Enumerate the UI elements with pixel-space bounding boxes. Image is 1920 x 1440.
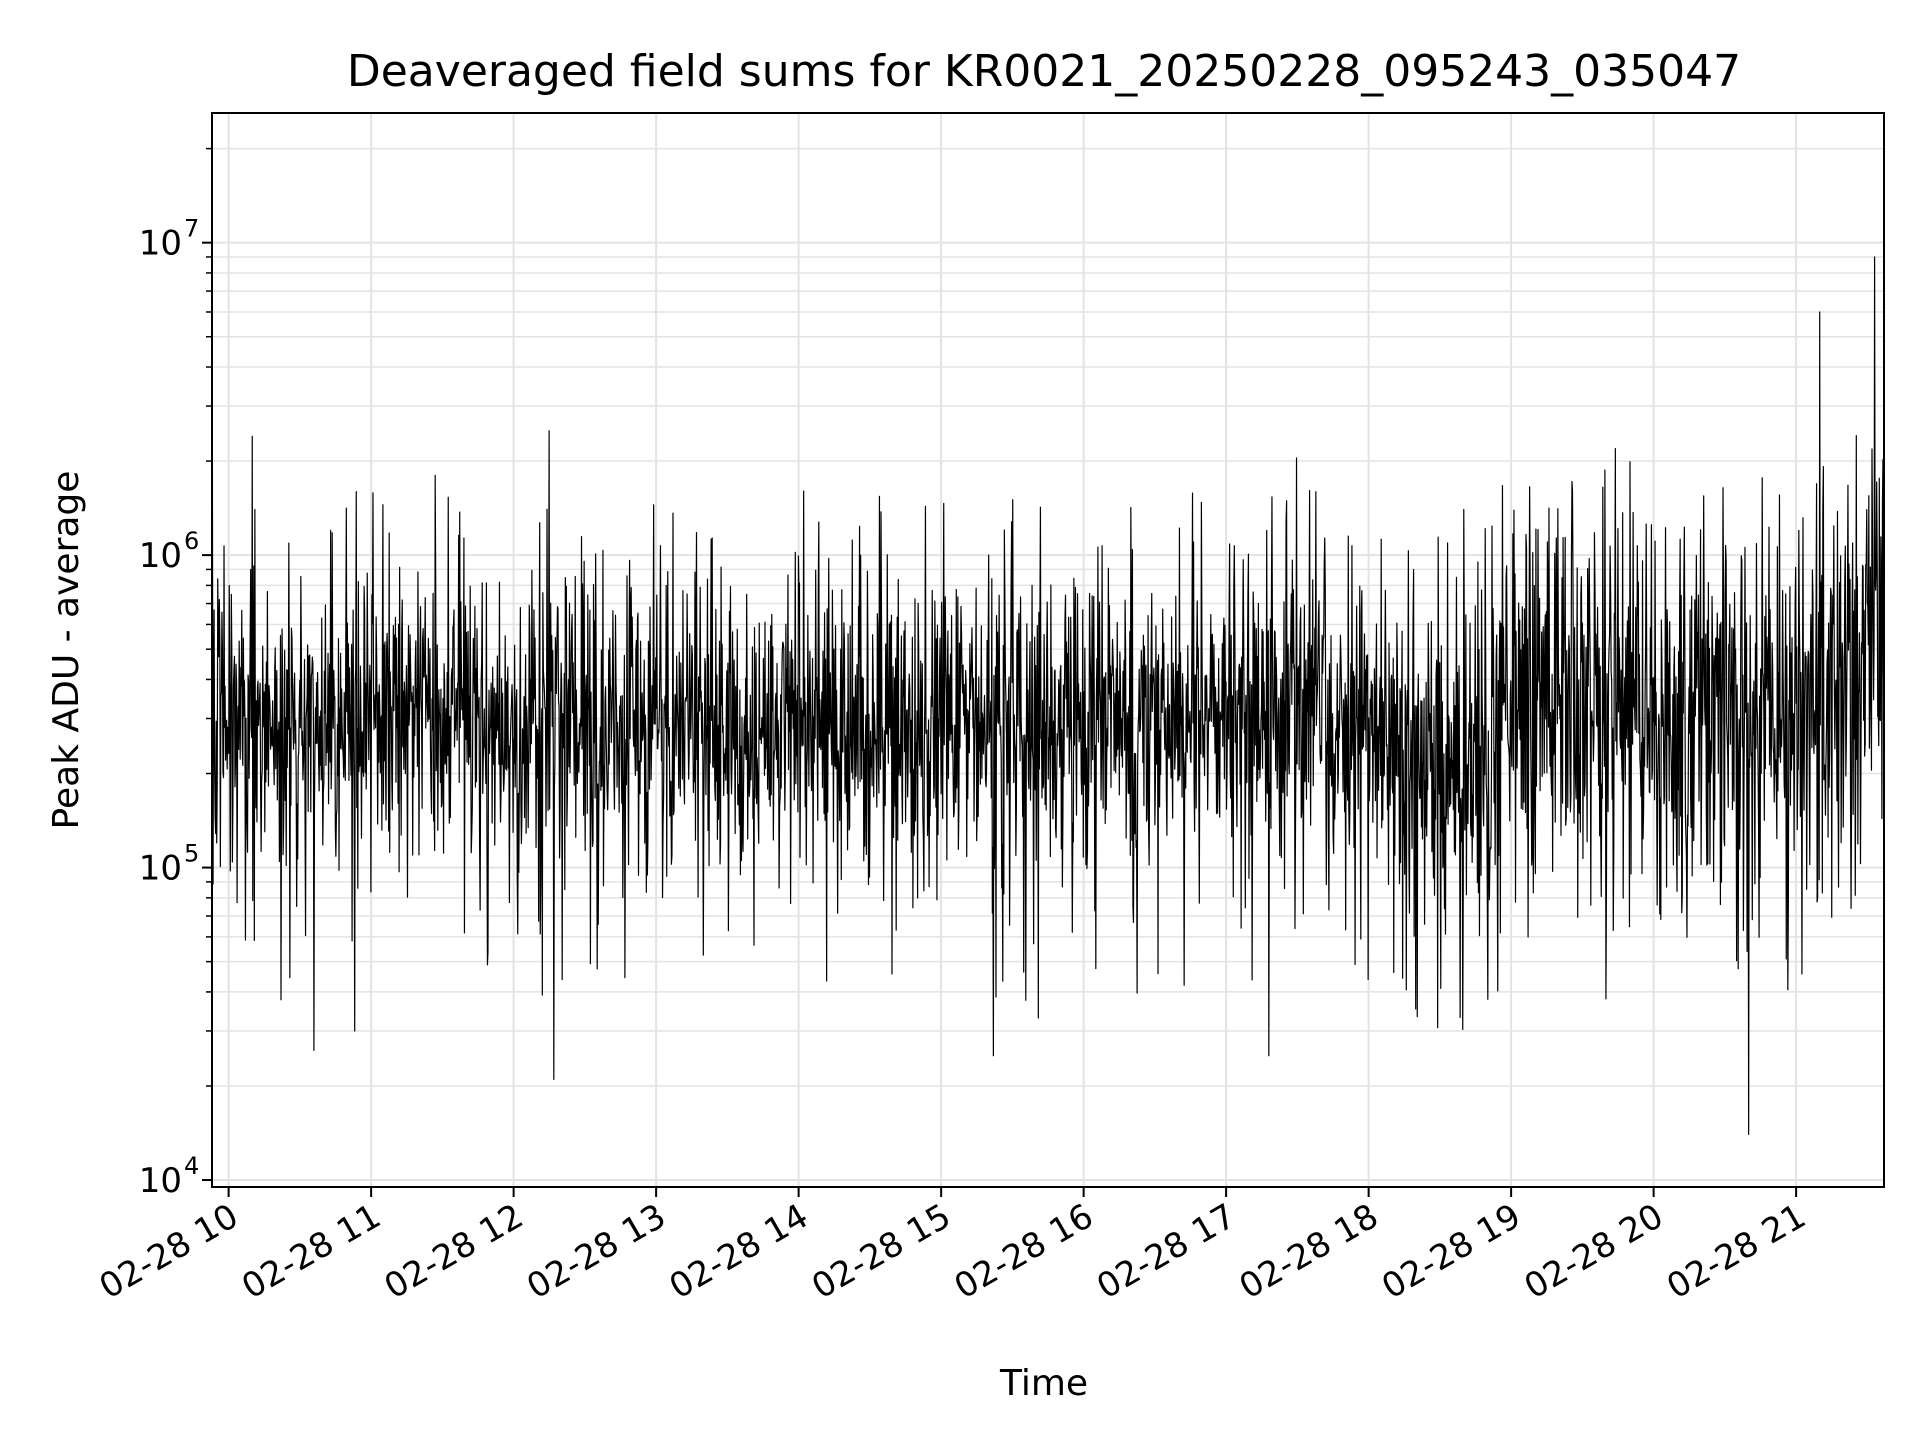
chart-title: Deaveraged field sums for KR0021_2025022… bbox=[347, 46, 1741, 97]
y-tick-label: 10 bbox=[139, 536, 182, 576]
data-series bbox=[211, 162, 1885, 1135]
y-tick-exponent: 6 bbox=[184, 527, 199, 555]
y-axis-label: Peak ADU - average bbox=[46, 471, 87, 830]
x-axis-label: Time bbox=[999, 1363, 1088, 1404]
y-tick-label: 10 bbox=[139, 1161, 182, 1201]
y-tick-exponent: 5 bbox=[184, 840, 199, 868]
y-tick-exponent: 7 bbox=[184, 215, 199, 243]
plot-frame bbox=[211, 112, 1885, 1188]
y-tick-label: 10 bbox=[139, 224, 182, 264]
y-tick-exponent: 4 bbox=[184, 1152, 199, 1180]
series-line bbox=[211, 162, 1885, 1135]
y-tick-label: 10 bbox=[139, 849, 182, 889]
